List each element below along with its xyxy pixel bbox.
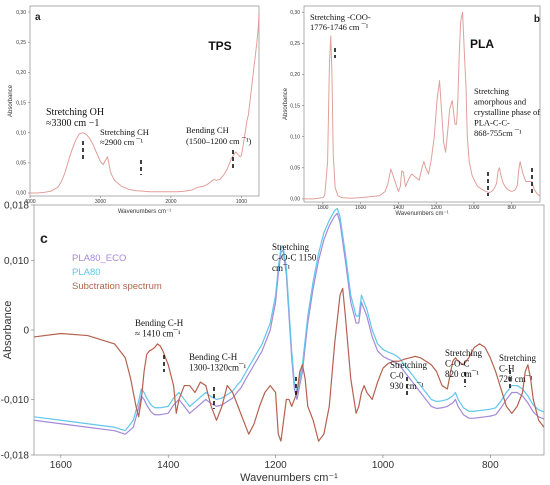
annotation-text: Stretching [445,348,482,358]
annotation: Stretching -COO-1776-1746 cm ¯¹ [310,12,371,58]
x-tick-label: 1600 [355,205,366,211]
annotation-text: Stretching CH [100,127,149,137]
x-axis-label: Wavenumbers cm⁻¹ [240,472,338,484]
panel-label: c [40,230,48,246]
x-tick-label: 1800 [317,205,328,211]
y-tick-label: 0,10 [290,134,300,140]
annotation-text: Bending CH [186,125,229,135]
y-tick-label: 0,25 [290,41,300,47]
y-tick-label: 0,30 [290,10,300,16]
annotation: Stretching CH≈2900 cm ¯¹ [100,127,149,175]
chart-panel-a: 4000 3000 2000 1000 0,00 0,05 0,10 0,15 0,20 0,25… [8,5,260,215]
annotation-text: ≈3300 cm −1 [46,118,99,129]
x-axis-label: Wavenumbers cm⁻¹ [395,211,448,217]
y-axis-label: Absorbance [2,301,14,360]
x-tick-label: 4000 [24,199,35,205]
annotation-text: cm¯¹ [272,263,290,273]
y-tick-label: 0,25 [16,40,26,46]
annotation-text: ≈2900 cm ¯¹ [100,137,144,147]
y-tick-label: 0,05 [290,166,300,172]
annotation-text: 820 cm¯¹ [445,369,479,379]
chart-title: PLA [470,37,494,51]
y-tick-label: 0,20 [290,72,300,78]
legend-entry: PLA80 [72,267,101,278]
panel-label: b [534,14,540,25]
y-tick-label: -0,010 [1,395,30,406]
annotation-text: crystalline phase of [474,107,540,117]
y-tick-label: 0,018 [4,201,29,212]
x-tick-label: 2000 [165,199,176,205]
annotation-text: 868-755cm ¯¹ [474,128,522,138]
chart-panel-c: 1600 1400 1200 1000 800 -0,018 -0,010 0 0,010 0,0… [1,201,545,484]
annotation-text: C-O-C 1150 [272,253,317,263]
plot-frame [303,5,541,203]
annotation-text: Stretching [272,242,309,252]
annotation-text: C-H [499,364,515,374]
annotation-text: PLA-C-C- [474,118,510,128]
y-tick-label: 0 [23,326,29,337]
x-tick-label: 1200 [431,205,442,211]
annotation-text: 1776-1746 cm ¯¹ [310,22,369,32]
series-line-subctration-spectrum [34,287,544,442]
y-tick-label: 0,20 [16,70,26,76]
annotation: Bending C-H≈ 1410 cm¯¹ [135,318,184,372]
y-axis-label: Absorbance [8,84,14,117]
x-tick-label: 1600 [50,460,73,471]
y-tick-label: 0,00 [290,197,300,203]
annotation-text: amorphous and [474,97,527,107]
annotation-text: Stretching OH [46,107,104,118]
annotation-text: (1500–1200 cm ¯¹) [186,136,252,146]
annotation-text: 720 cm¯¹ [499,374,533,384]
legend-entry: Subctration spectrum [72,281,162,292]
annotation: Bending CH(1500–1200 cm ¯¹) [186,125,252,168]
x-tick-label: 800 [482,460,499,471]
y-tick-label: 0,10 [16,130,26,136]
annotation-text: Stretching [499,353,536,363]
annotation-text: Bending C-H [189,352,238,362]
x-tick-label: 1000 [468,205,479,211]
y-tick-label: 0,15 [290,103,300,109]
annotation-text: ≈ 1410 cm¯¹ [135,329,181,339]
y-axis-label: Absorbance [283,87,289,120]
x-tick-label: 1400 [393,205,404,211]
annotation-text: C-0 [390,371,404,381]
x-tick-label: 1000 [236,199,247,205]
x-tick-label: 3000 [95,199,106,205]
y-tick-label: -0,018 [1,451,30,462]
annotation-text: 1300-1320cm¯¹ [189,363,246,373]
annotation-text: Stretching [390,360,427,370]
chart-panel-b: 1800 1600 1400 1200 1000 800 0,00 0,05 0,10 0,15 0… [283,5,541,217]
plot-frame [29,5,260,197]
chart-title: TPS [208,39,231,53]
annotation-text: Stretching [474,86,510,96]
series-line-b [304,11,540,200]
annotation: Stretching OH≈3300 cm −1 [46,107,104,160]
x-tick-label: 800 [508,205,517,211]
y-tick-label: 0,00 [16,191,26,197]
x-tick-label: 1000 [372,460,395,471]
series-line-a [30,12,259,194]
y-tick-label: 0,15 [16,100,26,106]
legend-entry: PLA80_ECO [72,253,126,264]
annotation-text: Stretching -COO- [310,12,371,22]
annotation-text: Bending C-H [135,318,184,328]
y-tick-label: 0,05 [16,161,26,167]
x-axis-label: Wavenumbers cm⁻¹ [118,209,171,215]
x-tick-label: 1400 [157,460,180,471]
y-tick-label: 0,30 [16,10,26,16]
series-line-pla80 [34,207,544,432]
x-tick-label: 1200 [264,460,287,471]
annotation-text: C-O-C [445,359,470,369]
series-line-pla80-eco [34,212,544,435]
y-tick-label: 0,010 [4,256,29,267]
panel-label: a [35,12,41,23]
